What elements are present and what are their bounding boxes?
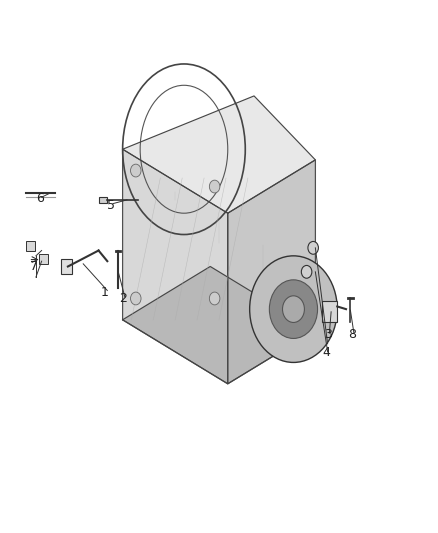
- Text: 1: 1: [100, 286, 108, 298]
- Circle shape: [250, 256, 337, 362]
- FancyBboxPatch shape: [26, 241, 35, 251]
- Circle shape: [209, 292, 220, 305]
- Text: 6: 6: [36, 192, 44, 205]
- FancyBboxPatch shape: [61, 259, 72, 274]
- Text: 2: 2: [120, 292, 127, 305]
- Polygon shape: [123, 149, 228, 384]
- Circle shape: [131, 292, 141, 305]
- Circle shape: [283, 296, 304, 322]
- Text: 7: 7: [30, 260, 38, 273]
- FancyBboxPatch shape: [39, 254, 48, 264]
- Circle shape: [301, 265, 312, 278]
- Polygon shape: [123, 96, 315, 213]
- Text: 3: 3: [324, 328, 332, 341]
- Circle shape: [131, 164, 141, 177]
- FancyBboxPatch shape: [99, 197, 107, 203]
- Polygon shape: [228, 160, 315, 384]
- Circle shape: [269, 280, 318, 338]
- Text: 8: 8: [349, 328, 357, 341]
- Polygon shape: [123, 266, 315, 384]
- Circle shape: [209, 180, 220, 193]
- FancyBboxPatch shape: [322, 301, 337, 322]
- Text: 5: 5: [107, 199, 115, 212]
- Circle shape: [308, 241, 318, 254]
- Text: 4: 4: [322, 346, 330, 359]
